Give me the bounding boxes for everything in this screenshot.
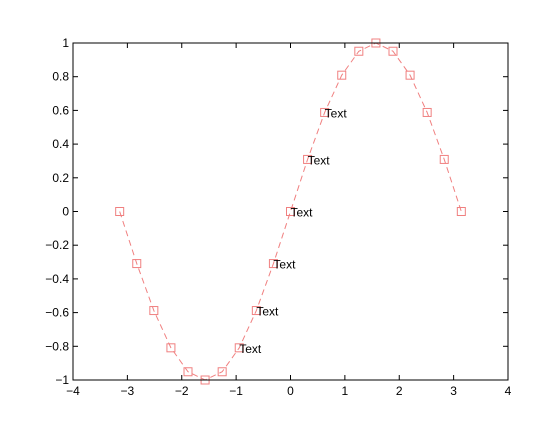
data-point-marker xyxy=(456,207,466,216)
y-tick-label: 0.2 xyxy=(52,171,69,185)
x-tick-label: −4 xyxy=(66,384,80,398)
y-tick-label: 0 xyxy=(62,205,69,219)
annotation-text: Text xyxy=(239,342,262,356)
data-point-marker xyxy=(251,306,261,316)
annotation-text: Text xyxy=(291,206,314,220)
data-point-marker xyxy=(166,343,176,353)
x-tick-label: 3 xyxy=(450,384,457,398)
data-point-marker xyxy=(354,46,364,56)
y-tick-label: −1 xyxy=(55,373,69,387)
y-tick-label: −0.6 xyxy=(45,306,69,320)
data-point-marker xyxy=(405,70,415,80)
data-point-marker xyxy=(286,207,295,216)
y-tick-label: 0.8 xyxy=(52,70,69,84)
data-point-marker xyxy=(217,367,227,377)
x-tick-label: −1 xyxy=(229,384,243,398)
axis-tick-labels: −4 −3 −2 −1 0 1 2 3 4 −1 −0.8 −0.6 −0.4 −0.2 0 0.2 0.4 0.… xyxy=(45,36,511,398)
data-point-marker xyxy=(439,154,449,164)
series-line xyxy=(119,42,462,381)
data-point-marker xyxy=(388,46,398,56)
y-tick-label: −0.2 xyxy=(45,238,69,252)
data-point-marker xyxy=(268,259,278,269)
data-point-marker xyxy=(149,306,159,316)
annotation-text: Text xyxy=(256,305,279,319)
x-tick-label: 0 xyxy=(287,384,294,398)
annotation-layer: Text Text Text Text Text Text xyxy=(239,106,347,355)
data-point-marker xyxy=(234,343,244,353)
x-tick-label: 2 xyxy=(396,384,403,398)
data-point-marker xyxy=(303,154,313,164)
data-point-marker xyxy=(337,70,347,80)
data-point-marker xyxy=(115,207,125,216)
y-tick-label: 0.4 xyxy=(52,137,69,151)
data-point-marker xyxy=(422,107,432,117)
y-tick-label: −0.8 xyxy=(45,339,69,353)
annotation-text: Text xyxy=(325,106,348,120)
annotation-text: Text xyxy=(273,258,296,272)
plot-frame xyxy=(72,42,509,381)
data-point-marker xyxy=(132,259,142,269)
y-tick-label: 0.6 xyxy=(52,103,69,117)
x-tick-label: 1 xyxy=(342,384,349,398)
plot-area xyxy=(73,43,508,380)
y-tick-label: −0.4 xyxy=(45,272,69,286)
y-tick-label: 1 xyxy=(62,36,69,50)
data-point-marker xyxy=(183,367,193,377)
data-point-marker xyxy=(320,107,330,117)
annotation-text: Text xyxy=(308,153,331,167)
x-tick-label: −3 xyxy=(121,384,135,398)
x-tick-label: 4 xyxy=(505,384,512,398)
x-tick-label: −2 xyxy=(175,384,189,398)
